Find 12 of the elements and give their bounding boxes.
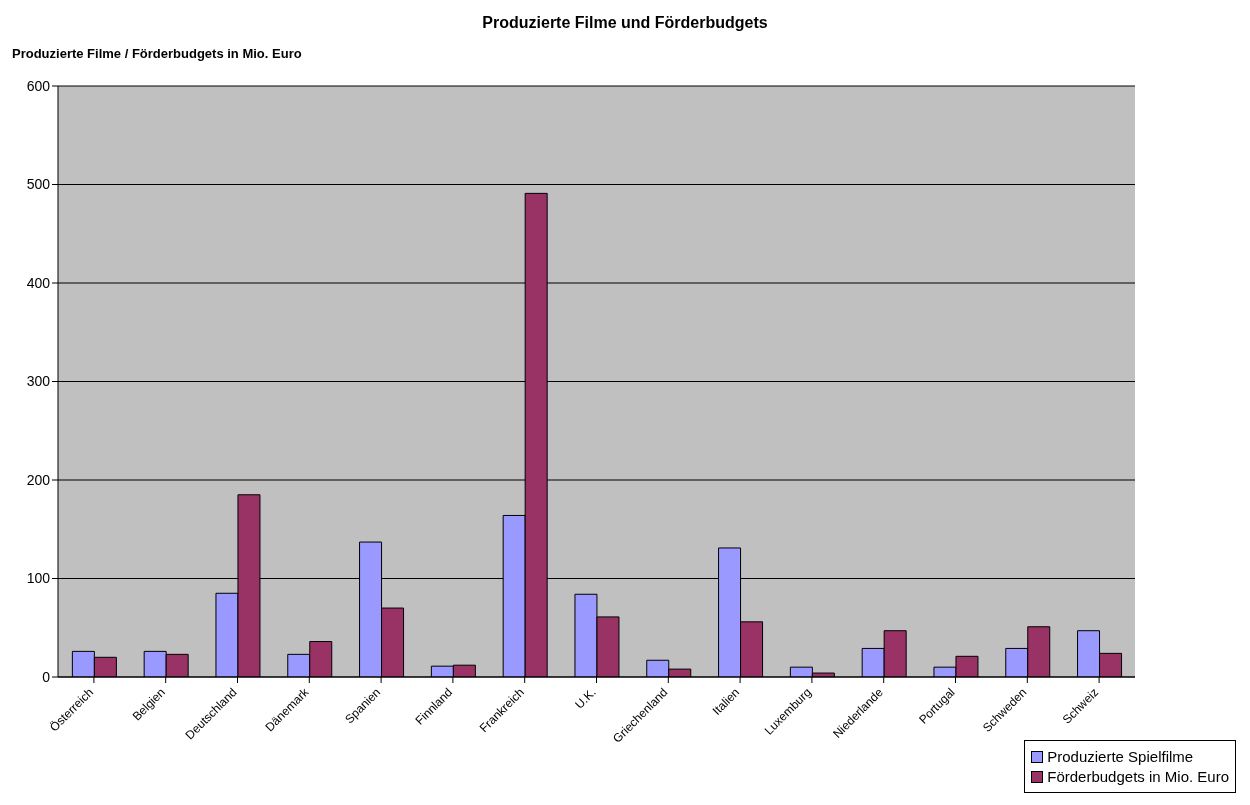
chart-title: Produzierte Filme und Förderbudgets bbox=[481, 14, 769, 32]
y-tick-label: 400 bbox=[26, 274, 51, 291]
y-tick-label: 0 bbox=[42, 668, 51, 685]
legend-label: Produzierte Spielfilme bbox=[1047, 748, 1194, 765]
y-tick-label: 100 bbox=[26, 570, 51, 587]
x-tick-label: U.K. bbox=[572, 685, 599, 712]
y-axis-title: Produzierte Filme / Förderbudgets in Mio. Euro bbox=[12, 46, 302, 61]
y-tick-label: 600 bbox=[26, 77, 51, 94]
y-tick-label: 300 bbox=[26, 373, 51, 390]
y-tick-label: 200 bbox=[26, 471, 51, 488]
y-tick-label: 500 bbox=[26, 176, 51, 193]
legend-label: Förderbudgets in Mio. Euro bbox=[1047, 768, 1229, 785]
